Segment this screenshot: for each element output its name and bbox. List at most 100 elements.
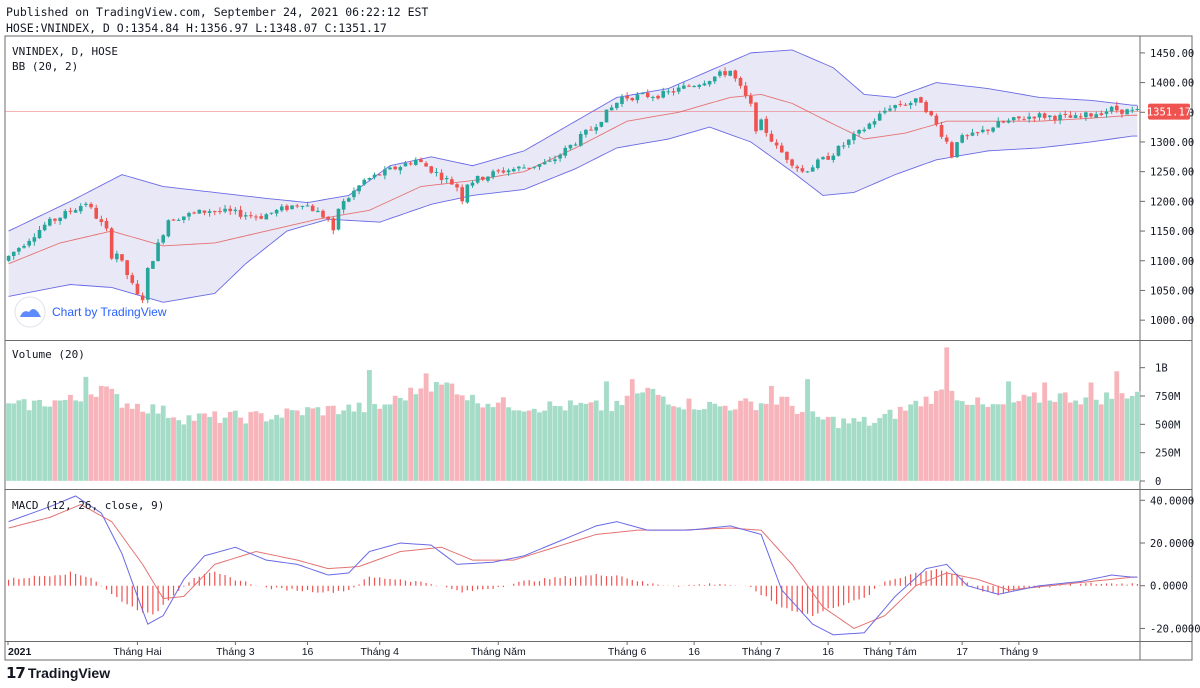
volume-bar — [655, 394, 661, 482]
tradingview-brand-text: TradingView — [27, 665, 111, 681]
volume-bar — [72, 400, 79, 482]
volume-bar — [670, 405, 677, 482]
price-tick-label: 1150.00 — [1150, 226, 1194, 238]
volume-bar — [304, 406, 311, 482]
candle — [805, 170, 810, 173]
candle — [800, 164, 805, 174]
candle — [1130, 106, 1135, 113]
candle-body — [749, 95, 753, 104]
candle-body — [42, 224, 47, 231]
cloud-shape-icon — [20, 309, 41, 317]
candle-body — [115, 253, 119, 260]
volume-bar — [902, 410, 909, 482]
volume-bar — [382, 404, 388, 482]
volume-bar — [773, 404, 780, 482]
candle — [620, 94, 624, 107]
candle — [424, 161, 428, 167]
pane-frames — [4, 35, 1193, 661]
volume-bar — [93, 396, 99, 482]
candle-body — [522, 167, 526, 169]
symbol-ohlc-header: HOSE:VNINDEX, D O:1354.84 H:1356.97 L:13… — [6, 21, 387, 35]
candle-body — [1037, 113, 1042, 118]
candle-body — [682, 85, 686, 89]
volume-bar — [959, 400, 965, 482]
volume-bar — [1072, 400, 1079, 482]
candle-body — [310, 205, 315, 212]
price-tick-label: 1400.00 — [1150, 78, 1194, 90]
volume-bar — [134, 403, 141, 482]
candle — [398, 165, 403, 175]
volume-bar — [954, 399, 960, 482]
candle-body — [1115, 105, 1119, 111]
candle — [6, 255, 11, 262]
candle-body — [888, 108, 892, 111]
volume-bar — [938, 389, 945, 482]
candle-body — [171, 219, 176, 221]
volume-bar — [799, 411, 806, 482]
candle — [532, 166, 537, 170]
volume-bar — [139, 411, 146, 482]
candle — [584, 128, 588, 138]
candle-body — [542, 162, 547, 165]
volume-bar — [882, 413, 888, 482]
candle — [697, 83, 702, 89]
candle-body — [537, 164, 542, 167]
tradingview-watermark[interactable]: Chart by TradingView — [14, 296, 167, 328]
candle-body — [785, 151, 789, 160]
volume-bar — [567, 400, 574, 482]
candle — [517, 165, 521, 172]
candle-body — [1109, 106, 1114, 112]
volume-bar — [330, 405, 337, 482]
volume-bar — [815, 416, 821, 482]
candle-body — [455, 184, 459, 188]
candle — [743, 81, 748, 99]
candle — [1027, 112, 1031, 123]
candle-body — [1135, 108, 1140, 111]
candle — [1104, 108, 1109, 118]
candle-body — [259, 216, 263, 219]
candle — [1068, 111, 1073, 118]
candle — [455, 182, 459, 192]
candle — [444, 175, 449, 184]
candle-body — [810, 167, 815, 172]
candle — [645, 89, 650, 99]
volume-bar — [1047, 400, 1053, 482]
volume-bar — [1026, 396, 1032, 482]
candle-body — [480, 176, 485, 180]
candle — [218, 207, 222, 215]
candle-body — [625, 95, 629, 99]
price-pane — [5, 49, 1140, 304]
candle — [480, 176, 485, 182]
candle-body — [506, 170, 511, 173]
candle-body — [548, 160, 552, 162]
candle-body — [944, 137, 949, 142]
candle-body — [300, 205, 305, 207]
volume-bar — [768, 385, 775, 482]
candle — [326, 215, 330, 222]
candle-body — [486, 176, 490, 181]
candle — [1047, 115, 1052, 121]
candle-body — [862, 129, 867, 132]
candle — [1094, 111, 1098, 118]
candle — [336, 208, 341, 231]
volume-bar — [52, 400, 58, 482]
candle-body — [352, 190, 356, 198]
candle — [145, 267, 150, 304]
volume-bar — [222, 417, 228, 482]
candle — [558, 153, 562, 162]
candle — [223, 205, 227, 214]
candle — [635, 92, 640, 104]
candle-body — [1078, 116, 1083, 118]
candle — [352, 187, 356, 201]
volume-bar — [748, 401, 754, 482]
candle-body — [800, 168, 805, 172]
candle-body — [893, 105, 897, 109]
candle-body — [671, 91, 676, 93]
tradingview-logo[interactable]: 𝟭𝟳 TradingView — [6, 664, 110, 682]
volume-bar — [634, 393, 641, 482]
candle — [460, 184, 464, 205]
candle — [78, 203, 83, 214]
candle-body — [22, 245, 26, 248]
candle — [682, 81, 686, 90]
